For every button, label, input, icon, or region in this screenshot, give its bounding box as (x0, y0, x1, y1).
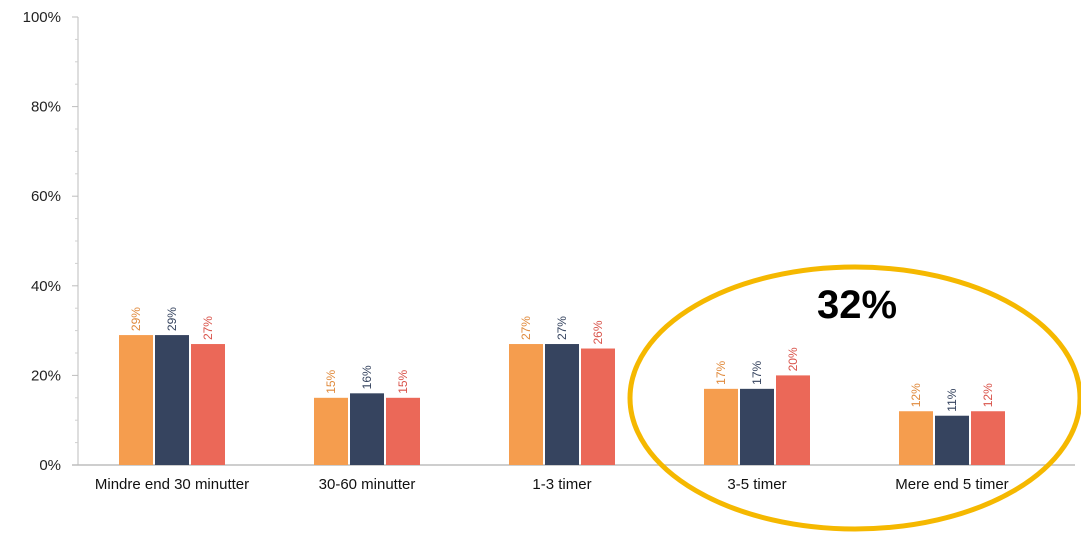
bar (704, 388, 738, 465)
bar (581, 348, 615, 465)
bar-data-label: 11% (945, 388, 959, 411)
bar-data-label: 17% (714, 360, 728, 384)
bar (191, 344, 225, 465)
x-category-label: 1-3 timer (532, 476, 591, 493)
y-tick-label: 40% (31, 278, 61, 295)
bar (119, 335, 153, 465)
bar-data-label: 12% (909, 383, 923, 407)
bar (776, 375, 810, 465)
callout-value: 32% (817, 283, 897, 327)
bar (935, 415, 969, 465)
bar-data-label: 20% (786, 347, 800, 371)
bar-data-label: 12% (981, 383, 995, 407)
bar-data-label: 17% (750, 360, 764, 384)
bar (740, 388, 774, 465)
bar-data-label: 29% (129, 307, 143, 331)
axis-layer: 0% 20% 40% 60% 80% 100% Mindre end 30 minutter… (23, 9, 1075, 493)
y-tick-label: 80% (31, 99, 61, 116)
bar (899, 411, 933, 465)
bar-data-label: 27% (201, 316, 215, 340)
x-category-label: 3-5 timer (727, 476, 786, 493)
y-tick-label: 0% (39, 457, 61, 474)
bars-layer (119, 335, 1005, 465)
bar (386, 397, 420, 465)
data-labels-layer: 29% 29% 27% 15% 16% 15% 27% 27% 26% 17% 17% 20% 12% 1… (129, 307, 995, 412)
bar (155, 335, 189, 465)
y-tick-label: 60% (31, 188, 61, 205)
highlight-ellipse (627, 264, 1081, 532)
bar-data-label: 27% (555, 316, 569, 340)
bar-data-label: 29% (165, 307, 179, 331)
callout-layer: 32% (627, 264, 1081, 532)
bar (971, 411, 1005, 465)
bar (350, 393, 384, 465)
x-category-label: Mindre end 30 minutter (95, 476, 249, 493)
bar-data-label: 16% (360, 365, 374, 389)
bar-data-label: 15% (324, 369, 338, 393)
bar-data-label: 26% (591, 320, 605, 344)
bar (545, 344, 579, 465)
bar-data-label: 27% (519, 316, 533, 340)
bar (314, 397, 348, 465)
y-tick-label: 100% (23, 9, 61, 26)
bar-data-label: 15% (396, 369, 410, 393)
bar (509, 344, 543, 465)
x-category-label: 30-60 minutter (319, 476, 416, 493)
y-tick-label: 20% (31, 367, 61, 384)
x-category-label: Mere end 5 timer (895, 476, 1008, 493)
